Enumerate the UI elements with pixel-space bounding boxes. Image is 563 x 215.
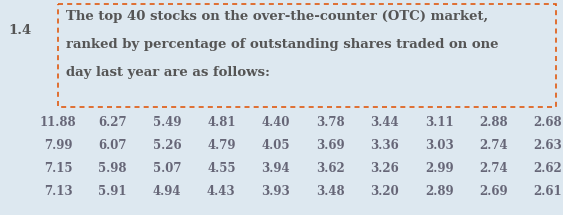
Text: 3.36: 3.36	[370, 139, 399, 152]
Text: 1.4: 1.4	[8, 24, 32, 37]
Text: 7.13: 7.13	[44, 185, 72, 198]
Text: 7.15: 7.15	[44, 162, 72, 175]
Text: 3.93: 3.93	[261, 185, 290, 198]
Text: 2.74: 2.74	[479, 162, 508, 175]
Text: 3.20: 3.20	[370, 185, 399, 198]
Text: 5.26: 5.26	[153, 139, 181, 152]
Text: 7.99: 7.99	[44, 139, 72, 152]
Text: 2.61: 2.61	[534, 185, 562, 198]
Text: 3.26: 3.26	[370, 162, 399, 175]
Text: 5.91: 5.91	[98, 185, 127, 198]
Text: 2.63: 2.63	[534, 139, 562, 152]
Text: 4.43: 4.43	[207, 185, 236, 198]
Text: 4.94: 4.94	[153, 185, 181, 198]
Bar	[58, 4, 556, 107]
Text: 6.07: 6.07	[98, 139, 127, 152]
Text: 2.88: 2.88	[479, 116, 508, 129]
Text: 2.62: 2.62	[534, 162, 562, 175]
Text: 3.44: 3.44	[370, 116, 399, 129]
Text: 4.81: 4.81	[207, 116, 235, 129]
Text: 3.11: 3.11	[425, 116, 453, 129]
Text: 3.94: 3.94	[261, 162, 290, 175]
Text: 3.03: 3.03	[425, 139, 453, 152]
Text: 5.98: 5.98	[98, 162, 127, 175]
Text: 2.99: 2.99	[425, 162, 453, 175]
Text: 6.27: 6.27	[98, 116, 127, 129]
Text: 2.68: 2.68	[534, 116, 562, 129]
Text: ranked by percentage of outstanding shares traded on one: ranked by percentage of outstanding shar…	[66, 38, 498, 51]
Text: 3.78: 3.78	[316, 116, 345, 129]
Text: 4.05: 4.05	[262, 139, 290, 152]
Text: 2.74: 2.74	[479, 139, 508, 152]
Text: 5.07: 5.07	[153, 162, 181, 175]
Text: 11.88: 11.88	[39, 116, 77, 129]
Text: 5.49: 5.49	[153, 116, 181, 129]
Text: 2.69: 2.69	[479, 185, 508, 198]
Text: 3.62: 3.62	[316, 162, 345, 175]
Text: 4.40: 4.40	[262, 116, 290, 129]
Text: day last year are as follows:: day last year are as follows:	[66, 66, 270, 79]
Text: 2.89: 2.89	[425, 185, 453, 198]
Text: 4.55: 4.55	[207, 162, 235, 175]
Text: 3.69: 3.69	[316, 139, 345, 152]
Text: The top 40 stocks on the over-the-counter (OTC) market,: The top 40 stocks on the over-the-counte…	[66, 10, 488, 23]
Text: 3.48: 3.48	[316, 185, 345, 198]
Text: 4.79: 4.79	[207, 139, 235, 152]
